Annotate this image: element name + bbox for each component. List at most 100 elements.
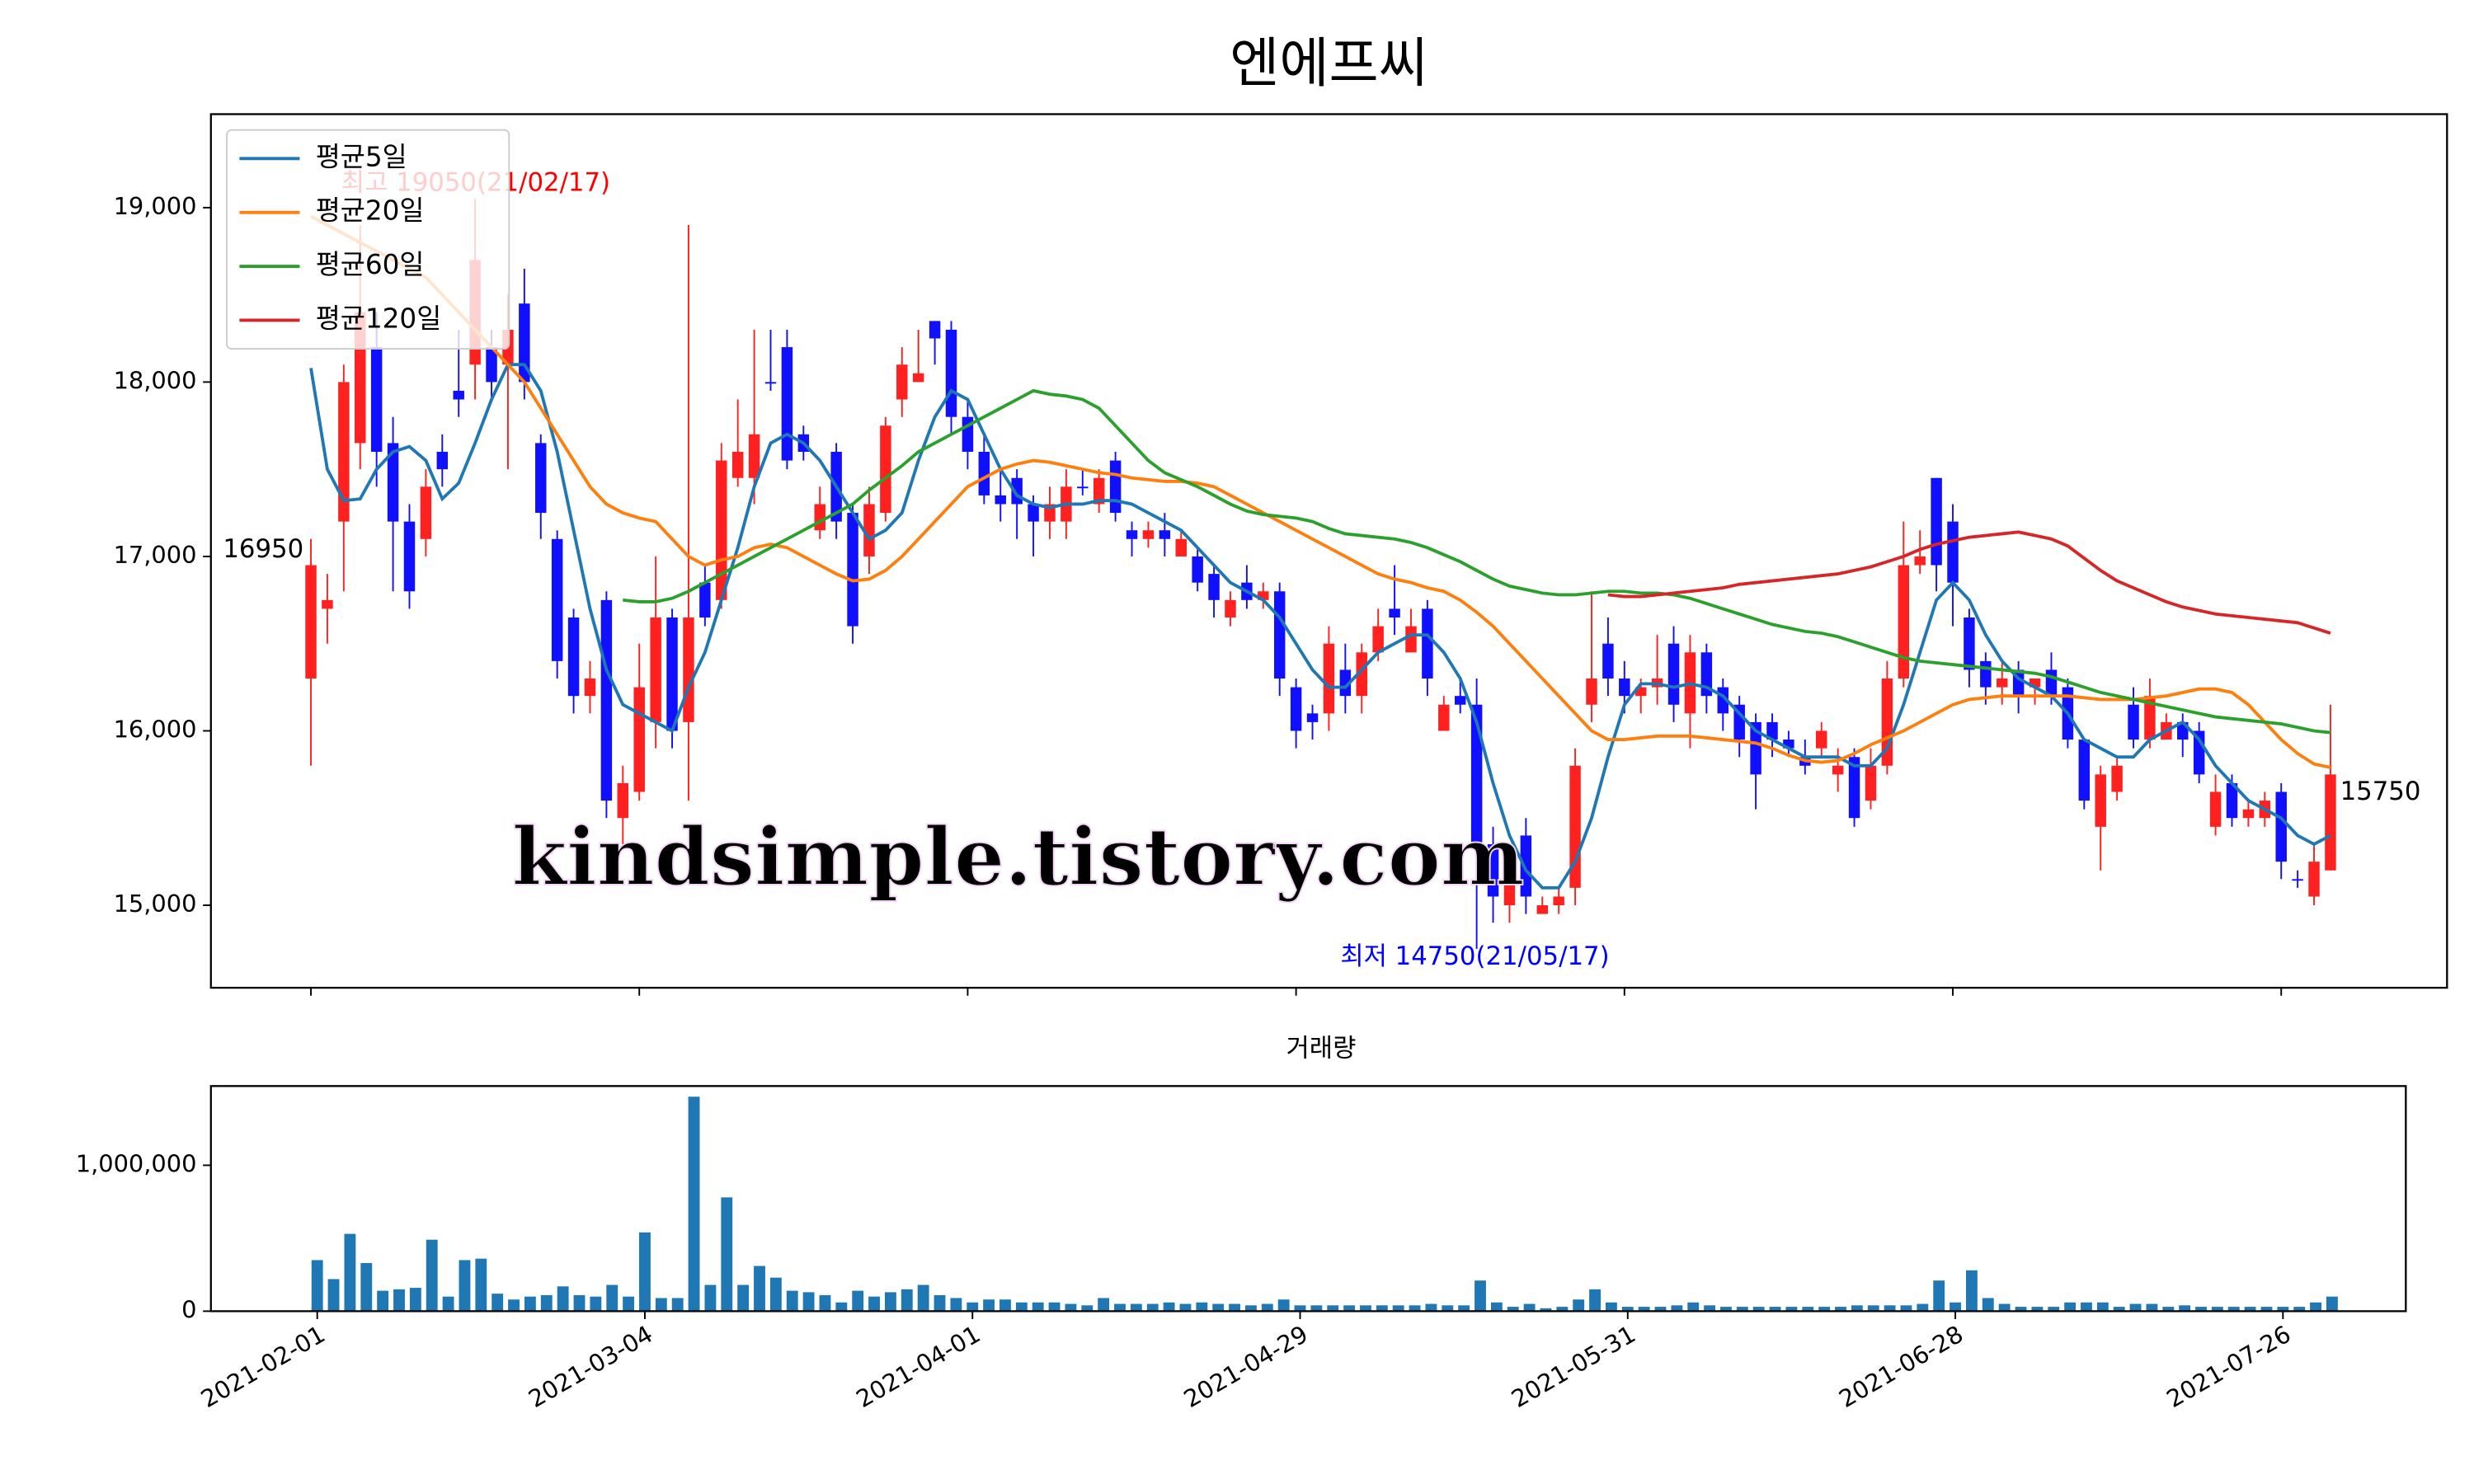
volume-bar: [623, 1296, 635, 1312]
volume-bar: [1425, 1303, 1437, 1312]
y-tick-label: 17,000: [114, 541, 197, 569]
volume-bar: [1261, 1303, 1273, 1312]
volume-bar: [2129, 1303, 2142, 1312]
volume-bar: [1098, 1298, 1110, 1312]
candle-body: [1225, 599, 1236, 618]
candle-body: [2029, 679, 2041, 688]
volume-bar: [769, 1277, 782, 1312]
volume-bar: [819, 1294, 831, 1312]
candle-body: [863, 504, 875, 556]
y-tick-label: 15,000: [114, 890, 197, 918]
candle-body: [929, 321, 941, 339]
candle-body: [519, 303, 530, 383]
candle-body: [748, 434, 760, 478]
candle-body: [2095, 774, 2106, 827]
volume-bar: [1507, 1307, 1519, 1312]
candle-body: [1077, 486, 1089, 489]
candle-body: [1028, 504, 1039, 522]
volume-bar: [1900, 1305, 1912, 1312]
candle-body: [764, 382, 777, 384]
candle-body: [2045, 669, 2058, 697]
volume-bar: [1638, 1307, 1650, 1312]
volume-bar: [1671, 1305, 1683, 1312]
volume-bar: [983, 1299, 995, 1312]
volume-bar: [1212, 1303, 1225, 1312]
candle-body: [1865, 765, 1877, 801]
volume-bar: [950, 1298, 962, 1312]
volume-bar: [2310, 1302, 2321, 1312]
volume-bar: [2195, 1307, 2207, 1312]
volume-bar: [1654, 1307, 1667, 1312]
volume-bar: [1244, 1305, 1257, 1312]
candle-body: [1405, 626, 1417, 653]
volume-bar: [884, 1292, 896, 1312]
legend-label: 평균5일: [316, 141, 407, 172]
volume-bar: [1802, 1307, 1814, 1312]
candle-body: [1634, 687, 1647, 697]
volume-bar: [1310, 1305, 1323, 1312]
volume-bar: [2260, 1307, 2273, 1312]
volume-bar: [590, 1296, 602, 1312]
volume-bar: [492, 1294, 504, 1312]
candle-body: [2275, 791, 2287, 862]
legend-label: 평균20일: [316, 195, 425, 227]
candle-body: [683, 617, 694, 722]
volume-bar: [344, 1233, 356, 1312]
candle-body: [995, 495, 1006, 505]
candle-body: [1750, 721, 1761, 775]
volume-bar: [2048, 1307, 2060, 1312]
candle-body: [2325, 774, 2336, 871]
volume-bar: [901, 1289, 913, 1312]
candle-body: [1586, 679, 1597, 705]
candle-body: [781, 347, 793, 461]
candle-body: [420, 486, 432, 539]
candle-body: [2144, 696, 2156, 740]
watermark: kindsimple.tistory.com: [512, 810, 1525, 904]
candle-body: [847, 513, 858, 627]
volume-bar: [1752, 1307, 1765, 1312]
candle-body: [1980, 660, 1992, 688]
volume-bar: [2162, 1307, 2175, 1312]
volume-bar: [360, 1262, 373, 1312]
volume-bar: [2081, 1302, 2092, 1312]
candle-body: [535, 443, 547, 514]
legend-label: 평균120일: [316, 303, 442, 334]
volume-bar: [1277, 1299, 1290, 1312]
volume-bar: [1048, 1302, 1061, 1312]
volume-bar: [704, 1284, 717, 1312]
volume-bar: [1621, 1307, 1634, 1312]
candle-body: [912, 373, 924, 383]
volume-bar: [2064, 1302, 2077, 1312]
volume-bar: [1965, 1270, 1978, 1312]
volume-bar: [409, 1288, 421, 1312]
ma-line: [1607, 530, 2331, 635]
volume-bar: [327, 1279, 340, 1312]
volume-bar: [2244, 1307, 2256, 1312]
volume-bar: [1769, 1307, 1781, 1312]
candle-body: [1126, 530, 1138, 539]
volume-bar: [1032, 1302, 1044, 1312]
volume-bar: [835, 1302, 848, 1312]
volume-bar: [606, 1284, 618, 1312]
volume-bar: [1294, 1305, 1306, 1312]
candle-body: [486, 347, 497, 383]
candle-body: [1667, 643, 1680, 705]
volume-bar: [393, 1289, 405, 1312]
volume-bar: [1409, 1305, 1421, 1312]
candle-body: [1766, 721, 1778, 740]
volume-bar: [426, 1239, 438, 1312]
volume-bar: [1851, 1305, 1863, 1312]
volume-bar: [2015, 1307, 2027, 1312]
volume-bar: [721, 1197, 733, 1312]
candle-body: [1733, 704, 1745, 740]
annotation: 16950: [223, 534, 303, 564]
volume-bar: [540, 1294, 553, 1312]
candle-body: [403, 521, 416, 592]
axes-frame: [209, 1085, 2407, 1313]
candle-body: [584, 679, 596, 697]
volume-bar: [1835, 1307, 1846, 1312]
candle-body: [2128, 704, 2139, 740]
legend-box: [226, 129, 510, 350]
volume-bar: [475, 1258, 487, 1312]
candle-body: [1159, 530, 1171, 539]
